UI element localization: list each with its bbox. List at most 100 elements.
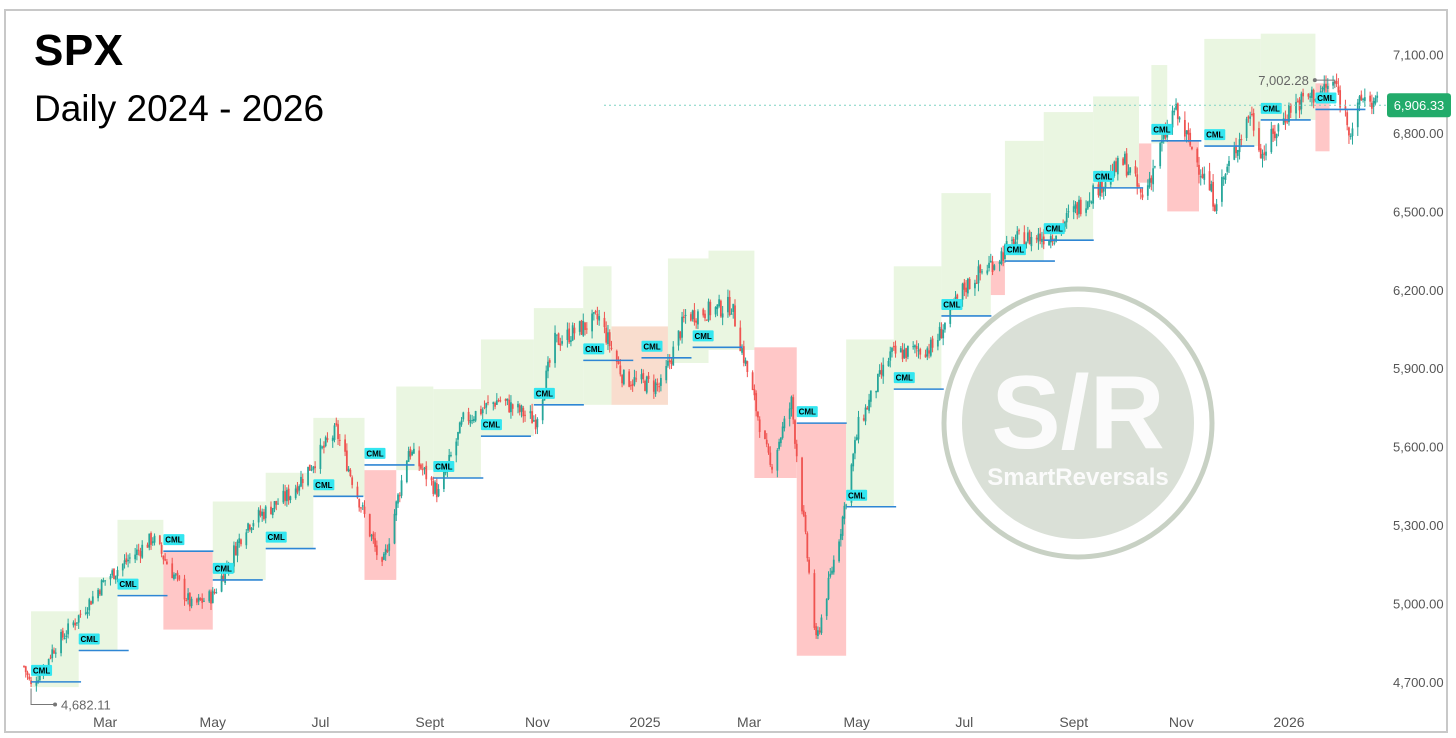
candle-body xyxy=(199,597,202,600)
candle-body xyxy=(917,350,920,352)
candle-body xyxy=(511,404,514,409)
candle-body xyxy=(460,420,463,425)
candle-body xyxy=(975,282,978,284)
candle-body xyxy=(790,396,793,410)
candle-body xyxy=(504,399,507,401)
candle-body xyxy=(929,339,932,356)
candle-body xyxy=(580,320,583,335)
cml-tag xyxy=(641,340,663,352)
candle-body xyxy=(817,630,819,636)
cml-tag xyxy=(1204,129,1226,141)
candle-body xyxy=(854,440,856,454)
cml-label: CML xyxy=(643,342,660,351)
candle-body xyxy=(652,380,655,392)
candle-body xyxy=(1041,238,1043,242)
candle-body xyxy=(1011,239,1013,241)
candle-body xyxy=(718,299,721,307)
candle-body xyxy=(852,453,855,467)
candle-body xyxy=(1360,94,1363,101)
cml-label: CML xyxy=(215,564,232,573)
candle-body xyxy=(838,541,840,562)
candle-body xyxy=(300,476,302,487)
candle-body xyxy=(746,361,749,373)
candle-body xyxy=(882,364,885,377)
candle-body xyxy=(1191,146,1193,150)
candle-body xyxy=(474,411,477,421)
candle-body xyxy=(1201,174,1204,179)
candle-body xyxy=(783,418,786,429)
candle-body xyxy=(940,328,943,339)
candle-body xyxy=(1171,110,1174,128)
candle-body xyxy=(111,570,114,576)
candle-body xyxy=(520,405,523,412)
candle-body xyxy=(104,580,107,582)
cml-tag xyxy=(31,664,53,676)
candle-body xyxy=(215,592,218,594)
bear-zone xyxy=(1167,140,1199,212)
candle-body xyxy=(485,403,488,408)
candle-body xyxy=(409,449,412,457)
candle-body xyxy=(35,682,38,686)
candle-body xyxy=(1288,105,1290,123)
candle-body xyxy=(1346,112,1349,126)
candle-body xyxy=(113,568,115,579)
candle-body xyxy=(1307,93,1310,97)
candle-body xyxy=(77,615,80,623)
candle-body xyxy=(308,464,311,471)
candle-body xyxy=(905,348,908,359)
candle-body xyxy=(827,577,830,600)
candle-body xyxy=(1286,121,1289,123)
candle-body xyxy=(832,559,835,573)
candle-body xyxy=(450,454,452,457)
cml-tag xyxy=(1151,123,1173,135)
candle-body xyxy=(806,533,809,559)
candle-body xyxy=(141,544,144,558)
candle-body xyxy=(1074,204,1077,209)
candle-body xyxy=(592,312,595,314)
candle-body xyxy=(1185,130,1188,134)
candle-body xyxy=(534,419,537,430)
candle-body xyxy=(654,382,657,395)
candle-body xyxy=(195,598,198,603)
candle-body xyxy=(989,260,992,263)
candle-body xyxy=(23,665,25,667)
bull-zone xyxy=(667,258,709,363)
candle-body xyxy=(116,570,119,577)
candle-body xyxy=(60,631,62,654)
candle-body xyxy=(301,479,304,484)
candle-body xyxy=(1085,208,1087,213)
candle-body xyxy=(1263,152,1266,155)
candle-body xyxy=(162,555,165,560)
candle-body xyxy=(705,319,708,321)
high-label: 7,002.28 xyxy=(1258,73,1309,88)
candle-body xyxy=(1125,153,1128,176)
candle-body xyxy=(656,383,659,385)
candle-body xyxy=(1273,131,1276,139)
candle-body xyxy=(455,441,458,456)
cml-label: CML xyxy=(483,421,500,430)
candle-body xyxy=(779,437,782,444)
bull-zone xyxy=(1043,112,1094,241)
candle-body xyxy=(234,546,237,556)
candle-body xyxy=(1122,158,1125,166)
candle-body xyxy=(1178,117,1181,120)
candle-body xyxy=(1326,85,1329,89)
candle-body xyxy=(1090,201,1093,203)
candle-body xyxy=(928,350,930,354)
candle-body xyxy=(335,423,338,426)
x-tick-label: Jul xyxy=(955,714,973,730)
candle-body xyxy=(1208,171,1211,191)
candle-body xyxy=(1376,95,1379,98)
candle-body xyxy=(238,538,241,543)
candle-body xyxy=(347,468,350,472)
candle-body xyxy=(90,601,92,605)
candle-body xyxy=(208,591,211,602)
candle-body xyxy=(541,399,544,421)
candle-body xyxy=(88,599,91,611)
candle-body xyxy=(508,399,511,413)
candle-body xyxy=(236,541,239,556)
candle-body xyxy=(310,469,313,471)
candle-body xyxy=(936,339,939,347)
candle-body xyxy=(596,313,599,320)
cml-tag xyxy=(1093,170,1115,182)
